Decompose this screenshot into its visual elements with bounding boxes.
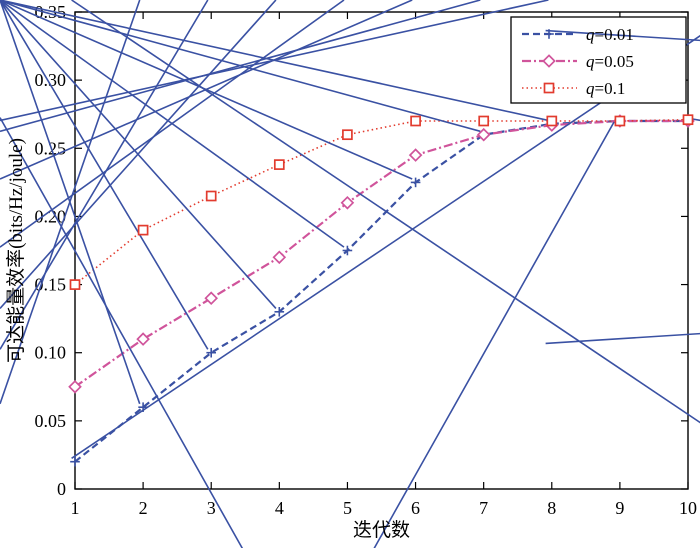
x-tick-label: 1	[71, 498, 80, 518]
series-line-1	[74, 119, 688, 388]
square-marker	[546, 115, 558, 127]
asterisk-marker	[0, 0, 353, 256]
legend-label: q=0.01	[586, 25, 634, 44]
x-tick-label: 5	[343, 498, 352, 518]
y-tick-label: 0.30	[35, 70, 67, 90]
asterisk-marker	[0, 0, 421, 188]
diamond-marker	[476, 127, 491, 142]
y-axis-label: 可达能量效率(bits/Hz/joule)	[5, 138, 27, 363]
x-tick-label: 10	[679, 498, 697, 518]
diamond-marker	[204, 291, 219, 306]
x-tick-label: 3	[207, 498, 216, 518]
x-tick-label: 6	[411, 498, 420, 518]
legend-item: q=0.1	[522, 79, 625, 98]
legend-label: q=0.1	[586, 79, 625, 98]
x-axis-label: 迭代数	[353, 519, 410, 541]
legend-item: q=0.01	[522, 25, 700, 345]
square-marker	[410, 115, 421, 127]
y-tick-label: 0.10	[35, 343, 67, 363]
legend-item: q=0.05	[522, 52, 634, 71]
x-tick-label: 7	[479, 498, 488, 518]
square-marker	[137, 224, 149, 236]
y-tick-label: 0.20	[35, 206, 67, 226]
diamond-marker	[542, 54, 556, 68]
square-marker	[614, 115, 626, 127]
y-tick-label: 0.05	[35, 411, 67, 431]
asterisk-marker	[0, 0, 285, 317]
square-marker	[543, 82, 555, 94]
asterisk-marker	[0, 0, 148, 412]
square-marker	[273, 159, 285, 170]
diamond-marker	[408, 148, 423, 162]
diamond-marker	[136, 332, 150, 346]
series-line-2	[74, 118, 689, 286]
square-marker	[342, 129, 353, 141]
asterisk-marker	[544, 29, 700, 345]
asterisk-marker	[683, 116, 700, 126]
y-tick-label: 0.35	[35, 2, 67, 22]
asterisk-marker	[0, 116, 625, 548]
x-tick-label: 2	[139, 498, 148, 518]
diamond-marker	[68, 379, 82, 394]
legend-label: q=0.05	[586, 52, 634, 71]
diamond-marker	[272, 250, 287, 265]
square-marker	[682, 114, 694, 126]
series-line-0	[74, 119, 688, 463]
asterisk-marker	[0, 0, 216, 358]
x-tick-label: 4	[275, 498, 284, 518]
square-marker	[478, 115, 490, 127]
square-marker	[205, 190, 217, 202]
square-marker	[69, 279, 81, 290]
x-tick-label: 8	[547, 498, 556, 518]
y-tick-label: 0	[57, 479, 66, 499]
x-tick-label: 9	[615, 498, 624, 518]
diamond-marker	[340, 195, 355, 210]
y-tick-label: 0.25	[35, 138, 67, 158]
